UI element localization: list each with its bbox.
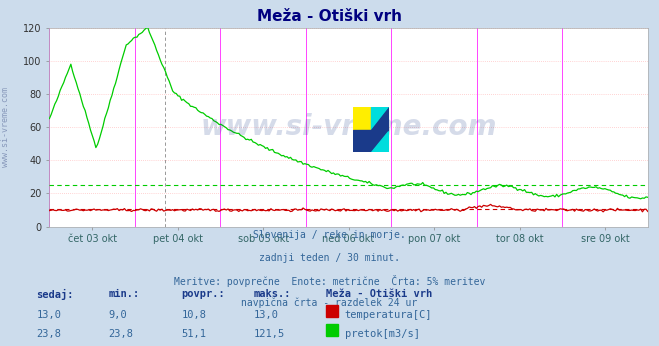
Bar xyxy=(370,130,389,152)
Text: temperatura[C]: temperatura[C] xyxy=(345,310,432,320)
Text: 51,1: 51,1 xyxy=(181,329,206,339)
Bar xyxy=(370,107,389,130)
Polygon shape xyxy=(370,130,389,152)
Text: min.:: min.: xyxy=(109,289,140,299)
Text: Slovenija / reke in morje.: Slovenija / reke in morje. xyxy=(253,230,406,240)
Text: 23,8: 23,8 xyxy=(36,329,61,339)
Text: www.si-vreme.com: www.si-vreme.com xyxy=(200,113,497,141)
Text: zadnji teden / 30 minut.: zadnji teden / 30 minut. xyxy=(259,253,400,263)
Text: 9,0: 9,0 xyxy=(109,310,127,320)
Text: navpična črta - razdelek 24 ur: navpična črta - razdelek 24 ur xyxy=(241,298,418,308)
Text: Meža - Otiški vrh: Meža - Otiški vrh xyxy=(257,9,402,24)
Text: Meritve: povprečne  Enote: metrične  Črta: 5% meritev: Meritve: povprečne Enote: metrične Črta:… xyxy=(174,275,485,287)
Text: 10,8: 10,8 xyxy=(181,310,206,320)
Text: 23,8: 23,8 xyxy=(109,329,134,339)
Text: www.si-vreme.com: www.si-vreme.com xyxy=(1,87,10,167)
Bar xyxy=(353,130,370,152)
Text: maks.:: maks.: xyxy=(254,289,291,299)
Text: povpr.:: povpr.: xyxy=(181,289,225,299)
Text: sedaj:: sedaj: xyxy=(36,289,74,300)
Text: 13,0: 13,0 xyxy=(36,310,61,320)
Bar xyxy=(353,107,370,130)
Text: pretok[m3/s]: pretok[m3/s] xyxy=(345,329,420,339)
Text: Meža - Otiški vrh: Meža - Otiški vrh xyxy=(326,289,432,299)
Text: 121,5: 121,5 xyxy=(254,329,285,339)
Text: 13,0: 13,0 xyxy=(254,310,279,320)
Polygon shape xyxy=(370,107,389,130)
